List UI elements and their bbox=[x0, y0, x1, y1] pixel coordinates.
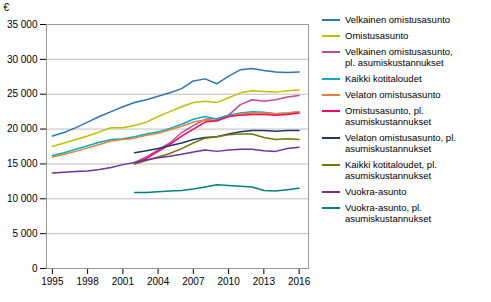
svg-text:2004: 2004 bbox=[147, 276, 170, 287]
svg-text:20 000: 20 000 bbox=[7, 123, 38, 134]
svg-text:2001: 2001 bbox=[112, 276, 135, 287]
svg-text:10 000: 10 000 bbox=[7, 193, 38, 204]
svg-text:0: 0 bbox=[32, 263, 38, 274]
svg-text:15 000: 15 000 bbox=[7, 158, 38, 169]
svg-text:25 000: 25 000 bbox=[7, 88, 38, 99]
html-text:Kaikki kotitaloudet: Kaikki kotitaloudet bbox=[345, 73, 422, 84]
svg-text:2013: 2013 bbox=[253, 276, 276, 287]
html-text:Vuokra-asunto, pl. asumiskusta: Vuokra-asunto, pl. asumiskustannukset bbox=[345, 202, 432, 224]
svg-text:5 000: 5 000 bbox=[12, 228, 37, 239]
html-text:Velkainen omistusasunto: Velkainen omistusasunto bbox=[345, 14, 451, 25]
svg-text:1998: 1998 bbox=[76, 276, 99, 287]
svg-text:2010: 2010 bbox=[217, 276, 240, 287]
html-text:Omistusasunto: Omistusasunto bbox=[345, 30, 409, 41]
svg-text:35 000: 35 000 bbox=[7, 19, 38, 30]
svg-text:2007: 2007 bbox=[182, 276, 205, 287]
html-text:Velkainen omistusasunto, pl. a: Velkainen omistusasunto, pl. asumiskusta… bbox=[345, 46, 453, 68]
svg-text:2016: 2016 bbox=[288, 276, 311, 287]
svg-text:€: € bbox=[4, 2, 10, 13]
html-text:Kaikki kotitaloudet, pl. asumi: Kaikki kotitaloudet, pl. asumiskustannuk… bbox=[345, 159, 437, 181]
html-text:Vuokra-asunto: Vuokra-asunto bbox=[345, 186, 407, 197]
html-text:Velaton omistusasunto: Velaton omistusasunto bbox=[345, 89, 441, 100]
svg-text:1995: 1995 bbox=[41, 276, 64, 287]
html-text:Omistusasunto, pl. asumiskusta: Omistusasunto, pl. asumiskustannukset bbox=[345, 105, 432, 127]
svg-text:30 000: 30 000 bbox=[7, 54, 38, 65]
html-text:Velaton omistusasunto, pl. asu: Velaton omistusasunto, pl. asumiskustann… bbox=[345, 132, 456, 154]
